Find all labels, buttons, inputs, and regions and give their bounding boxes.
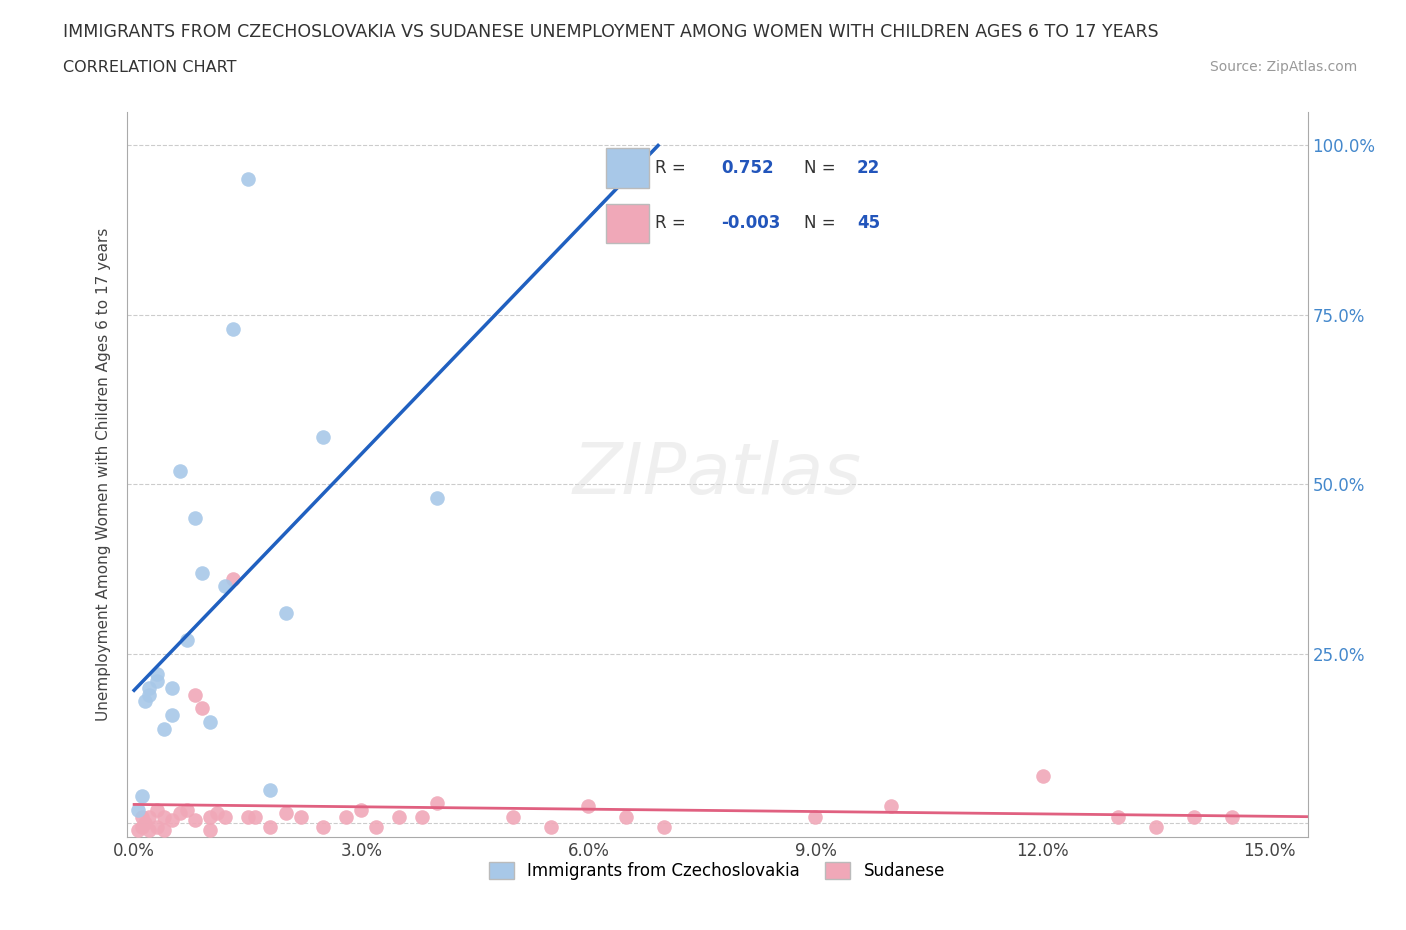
Point [274, 805, 297, 820]
Text: ZIPatlas: ZIPatlas [572, 440, 862, 509]
Point [411, 809, 433, 824]
Point [198, 714, 221, 729]
Point [183, 813, 205, 828]
Point [146, 667, 169, 682]
Point [146, 803, 169, 817]
Point [221, 321, 243, 336]
Point [576, 799, 599, 814]
Point [169, 463, 191, 478]
Point [153, 721, 176, 736]
Point [183, 511, 205, 525]
Point [312, 430, 335, 445]
Point [335, 809, 357, 824]
Point [259, 819, 281, 834]
Point [540, 819, 562, 834]
Point [426, 491, 449, 506]
Point [236, 809, 259, 824]
Point [388, 809, 411, 824]
Point [214, 809, 236, 824]
Point [138, 823, 160, 838]
Point [176, 633, 198, 648]
Point [134, 816, 156, 830]
Point [131, 819, 153, 834]
Point [880, 799, 903, 814]
Point [146, 673, 169, 688]
Point [146, 819, 169, 834]
Point [236, 172, 259, 187]
Point [131, 789, 153, 804]
Point [138, 681, 160, 696]
Point [191, 700, 214, 715]
Point [198, 823, 221, 838]
Point [274, 605, 297, 620]
Point [1107, 809, 1129, 824]
Point [160, 813, 183, 828]
Text: Source: ZipAtlas.com: Source: ZipAtlas.com [1209, 60, 1357, 74]
Point [1220, 809, 1243, 824]
Point [160, 708, 183, 723]
Point [214, 578, 236, 593]
Point [290, 809, 312, 824]
Point [1032, 768, 1054, 783]
Point [153, 823, 176, 838]
Point [134, 694, 156, 709]
Point [1144, 819, 1167, 834]
Point [153, 809, 176, 824]
Point [259, 782, 281, 797]
Point [1182, 809, 1205, 824]
Point [138, 809, 160, 824]
Y-axis label: Unemployment Among Women with Children Ages 6 to 17 years: Unemployment Among Women with Children A… [96, 228, 111, 721]
Point [245, 809, 267, 824]
Point [366, 819, 388, 834]
Point [312, 819, 335, 834]
Point [127, 803, 149, 817]
Point [191, 565, 214, 580]
Point [426, 796, 449, 811]
Point [221, 572, 243, 587]
Point [183, 687, 205, 702]
Point [169, 805, 191, 820]
Point [131, 809, 153, 824]
Point [198, 809, 221, 824]
Text: CORRELATION CHART: CORRELATION CHART [63, 60, 236, 75]
Point [176, 803, 198, 817]
Point [127, 823, 149, 838]
Point [614, 809, 637, 824]
Point [502, 809, 524, 824]
Point [652, 819, 675, 834]
Point [350, 803, 373, 817]
Point [160, 681, 183, 696]
Point [804, 809, 827, 824]
Point [207, 805, 229, 820]
Text: IMMIGRANTS FROM CZECHOSLOVAKIA VS SUDANESE UNEMPLOYMENT AMONG WOMEN WITH CHILDRE: IMMIGRANTS FROM CZECHOSLOVAKIA VS SUDANE… [63, 23, 1159, 41]
Point [138, 687, 160, 702]
Legend: Immigrants from Czechoslovakia, Sudanese: Immigrants from Czechoslovakia, Sudanese [482, 856, 952, 886]
